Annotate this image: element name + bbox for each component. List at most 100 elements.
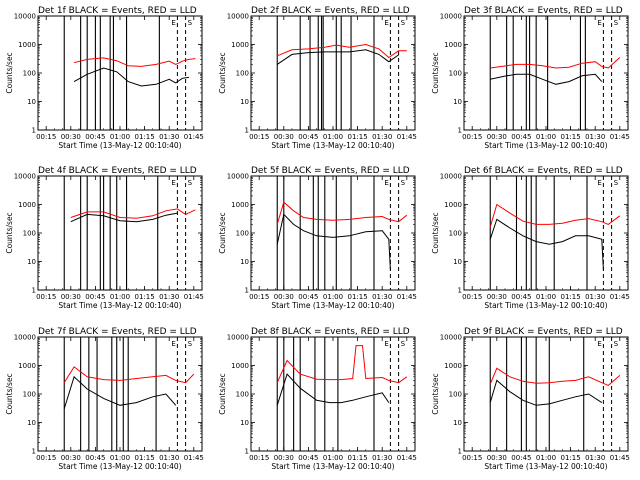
x-tick-label: 00:30 [274,293,294,301]
panel-2: Det 2f BLACK = Events, RED = LLD 1 10 100 10… [218,6,417,150]
x-tick-label: 01:00 [110,454,130,462]
annotation-mark: S [401,19,406,27]
y-tick-label: 100 [236,391,249,399]
x-tick-label: 01:30 [585,133,605,141]
x-axis-label: Start Time (13-May-12 00:10:40) [484,462,607,471]
x-tick-label: 01:30 [372,133,392,141]
y-tick-label: 100 [236,230,249,238]
y-axis-label: Counts/sec [5,52,14,93]
x-tick-label: 01:15 [561,293,581,301]
x-axis-label: Start Time (13-May-12 00:10:40) [271,301,394,310]
x-tick-label: 01:45 [397,293,417,301]
y-tick-label: 1 [458,127,462,135]
y-axis-label: Counts/sec [5,212,14,253]
panel-title: Det 9f BLACK = Events, RED = LLD [464,327,623,337]
annotation-mark: S [401,340,406,348]
y-tick-label: 1000 [444,201,462,209]
x-tick-label: 01:15 [348,293,368,301]
x-tick-label: 00:45 [298,293,318,301]
panel-4: Det 4f BLACK = Events, RED = LLD 1 10 100 10… [5,166,204,310]
y-tick-label: 10000 [227,334,249,342]
lld-series-line [276,345,408,384]
x-tick-label: 00:15 [462,133,482,141]
x-tick-label: 00:30 [61,293,81,301]
panel-6: Det 6f BLACK = Events, RED = LLD 1 10 100 10… [431,166,630,310]
y-axis-label: Counts/sec [431,212,440,253]
y-tick-label: 1 [458,287,462,295]
panel-title: Det 1f BLACK = Events, RED = LLD [38,6,197,16]
x-tick-label: 01:30 [159,454,179,462]
x-tick-label: 00:45 [511,454,531,462]
y-tick-label: 1000 [231,41,249,49]
events-series-line [490,73,603,85]
x-tick-label: 00:30 [487,293,507,301]
x-tick-label: 00:30 [487,454,507,462]
annotation-mark: S [614,19,619,27]
x-tick-label: 01:30 [372,454,392,462]
x-tick-label: 00:15 [36,133,56,141]
y-tick-label: 100 [23,70,36,78]
y-tick-label: 1000 [18,201,36,209]
annotation-mark: E [171,340,175,348]
y-tick-label: 10000 [227,173,249,181]
y-tick-label: 10 [240,419,249,427]
panel-9: Det 9f BLACK = Events, RED = LLD 1 10 100 10… [431,327,630,471]
y-tick-label: 1 [32,127,36,135]
x-tick-label: 01:00 [323,133,343,141]
x-tick-label: 01:30 [159,133,179,141]
x-tick-label: 01:45 [610,133,630,141]
x-tick-label: 00:45 [85,133,105,141]
x-tick-label: 00:45 [511,293,531,301]
y-axis-label: Counts/sec [218,373,227,414]
annotation-mark: E [171,19,175,27]
x-tick-label: 00:15 [36,454,56,462]
y-axis-label: Counts/sec [5,373,14,414]
x-tick-label: 01:15 [135,133,155,141]
x-tick-label: 01:15 [348,454,368,462]
lld-series-line [490,57,621,69]
y-tick-label: 1000 [444,41,462,49]
y-tick-label: 10000 [440,173,462,181]
x-axis-label: Start Time (13-May-12 00:10:40) [271,462,394,471]
annotation-mark: S [188,179,193,187]
y-tick-label: 1 [245,448,249,456]
y-tick-label: 1000 [18,41,36,49]
x-tick-label: 00:30 [274,133,294,141]
lld-series-line [73,57,196,67]
x-tick-label: 01:30 [585,454,605,462]
y-tick-label: 1000 [18,362,36,370]
x-tick-label: 01:30 [585,293,605,301]
x-tick-label: 01:45 [397,454,417,462]
x-axis-label: Start Time (13-May-12 00:10:40) [484,141,607,150]
x-tick-label: 01:00 [323,293,343,301]
x-tick-label: 00:15 [249,454,269,462]
panel-title: Det 7f BLACK = Events, RED = LLD [38,327,197,337]
y-tick-label: 1 [245,287,249,295]
panel-title: Det 3f BLACK = Events, RED = LLD [464,6,623,16]
y-tick-label: 100 [23,230,36,238]
x-tick-label: 00:15 [36,293,56,301]
x-tick-label: 01:45 [184,133,204,141]
panel-title: Det 2f BLACK = Events, RED = LLD [251,6,410,16]
annotation-mark: S [188,19,193,27]
annotation-mark: S [614,179,619,187]
panel-title: Det 5f BLACK = Events, RED = LLD [251,166,410,176]
x-tick-label: 00:45 [85,293,105,301]
panel-3: Det 3f BLACK = Events, RED = LLD 1 10 100 10… [431,6,630,150]
y-tick-label: 1 [245,127,249,135]
x-tick-label: 00:45 [85,454,105,462]
panel-1: Det 1f BLACK = Events, RED = LLD 1 10 100 10… [5,6,204,150]
annotation-mark: S [614,340,619,348]
events-series-line [276,373,390,406]
x-axis-label: Start Time (13-May-12 00:10:40) [58,462,181,471]
events-series-line [63,375,177,410]
x-tick-label: 00:45 [298,454,318,462]
events-series-line [489,218,604,271]
x-axis-label: Start Time (13-May-12 00:10:40) [58,301,181,310]
x-tick-label: 01:15 [135,454,155,462]
y-tick-label: 10 [27,258,36,266]
y-tick-label: 1000 [444,362,462,370]
x-tick-label: 00:45 [298,133,318,141]
panel-title: Det 6f BLACK = Events, RED = LLD [464,166,623,176]
y-tick-label: 1 [458,448,462,456]
